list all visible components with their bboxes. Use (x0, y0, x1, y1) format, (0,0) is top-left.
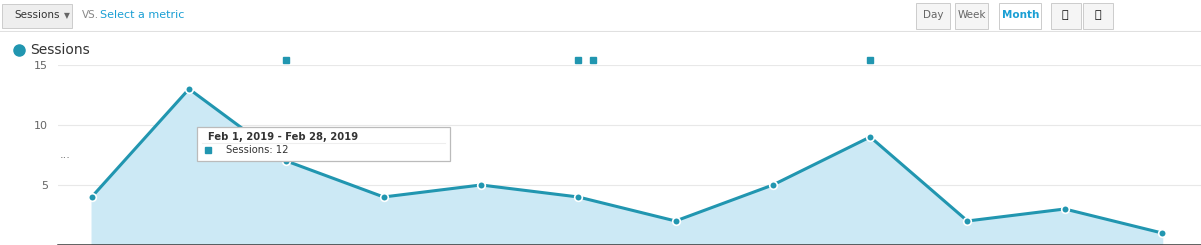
Text: Day: Day (922, 10, 944, 20)
Text: Week: Week (957, 10, 986, 20)
Text: Sessions: Sessions (14, 10, 60, 20)
Text: Select a metric: Select a metric (100, 10, 184, 20)
FancyBboxPatch shape (1051, 3, 1081, 29)
Text: Sessions: 12: Sessions: 12 (226, 145, 288, 155)
Text: ▼: ▼ (64, 11, 70, 20)
FancyBboxPatch shape (916, 3, 950, 29)
FancyBboxPatch shape (197, 127, 450, 161)
Text: Month: Month (1002, 10, 1039, 20)
Text: 👤: 👤 (1094, 10, 1101, 20)
Text: Sessions: Sessions (30, 43, 90, 57)
FancyBboxPatch shape (999, 3, 1041, 29)
FancyBboxPatch shape (955, 3, 988, 29)
Text: VS.: VS. (82, 10, 98, 20)
Text: ...: ... (60, 150, 71, 160)
FancyBboxPatch shape (1083, 3, 1113, 29)
Text: Feb 1, 2019 - Feb 28, 2019: Feb 1, 2019 - Feb 28, 2019 (209, 132, 359, 142)
FancyBboxPatch shape (2, 4, 72, 28)
Text: 📈: 📈 (1062, 10, 1069, 20)
